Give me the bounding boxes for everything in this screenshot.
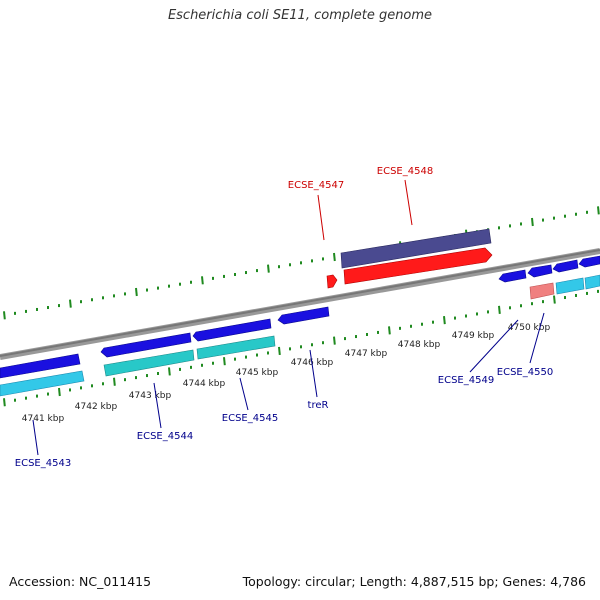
gene-label-ecse-4547[interactable]: ECSE_4547 (288, 180, 344, 191)
gc-dot-upper (69, 299, 72, 308)
gene-label-ecse-4544[interactable]: ECSE_4544 (137, 431, 193, 442)
leader-line-ecse-4543 (32, 419, 39, 456)
gene-ecse-4548-purple (340, 228, 492, 269)
gc-dot-lower (333, 336, 336, 345)
gene-label-ecse-4550[interactable]: ECSE_4550 (497, 367, 553, 378)
topology-info-text: Topology: circular; Length: 4,887,515 bp… (242, 574, 586, 589)
gene-ecse-4547-block[interactable] (326, 274, 338, 289)
gene-extra-cyan-1 (555, 277, 585, 295)
gene-label-ecse-4549[interactable]: ECSE_4549 (438, 375, 494, 386)
tick-label: 4747 kbp (345, 349, 388, 359)
backbone (0, 248, 600, 360)
gene-ecse-4550-pink (529, 282, 555, 300)
gc-dot-upper (531, 217, 534, 227)
leader-line-ecse-4547 (317, 194, 325, 241)
gc-dot-upper (3, 311, 6, 320)
gc-dot-lower (443, 316, 446, 325)
leader-line-ecse-4549 (469, 319, 519, 373)
gc-dot-lower (58, 387, 61, 397)
tick-label: 4749 kbp (452, 331, 495, 341)
gc-dot-upper (333, 252, 336, 262)
gene-ecse-4544-block[interactable] (100, 332, 192, 358)
gene-extra-1 (552, 259, 579, 273)
tick-label: 4745 kbp (236, 368, 279, 378)
gc-dot-lower (113, 377, 116, 386)
gene-ecse-4543-cyan (0, 370, 85, 397)
gene-ecse-4544-cyan (103, 349, 195, 377)
gene-extra-2 (578, 255, 600, 268)
tick-label: 4748 kbp (398, 340, 441, 350)
gc-dot-lower (278, 346, 281, 356)
gc-dot-lower (223, 357, 226, 366)
leader-line-ecse-4550 (529, 312, 545, 364)
tick-label: 4742 kbp (75, 402, 118, 412)
gc-dot-lower (553, 295, 556, 304)
gene-label-ecse-4548[interactable]: ECSE_4548 (377, 166, 433, 177)
backbone-shadow (0, 249, 600, 357)
gene-labels: ECSE_4543 ECSE_4544 ECSE_4545 treR ECSE_4547… (15, 166, 553, 469)
gene-ecse-4545-block[interactable] (192, 318, 272, 342)
gene-features (0, 228, 600, 397)
tick-label: 4750 kbp (508, 323, 551, 333)
gene-ecse-4550-block[interactable] (527, 264, 553, 278)
gene-ecse-4543-block[interactable] (0, 353, 81, 379)
tick-label: 4743 kbp (129, 391, 172, 401)
gene-ecse-4548-red[interactable] (343, 247, 493, 285)
gene-ecse-4549-block[interactable] (498, 269, 527, 283)
gc-dot-lower (388, 326, 391, 335)
accession-text: Accession: NC_011415 (9, 574, 152, 589)
genome-title: Escherichia coli SE11, complete genome (167, 8, 433, 23)
gc-dot-upper (135, 287, 138, 297)
leader-line-ecse-4548 (404, 179, 413, 226)
leader-line-ecse-4544 (153, 382, 162, 429)
gene-label-ecse-4545[interactable]: ECSE_4545 (222, 413, 278, 424)
gc-dot-lower (498, 305, 501, 314)
gc-dot-lower (168, 367, 171, 376)
tick-label: 4741 kbp (22, 414, 65, 424)
gene-label-ecse-4543[interactable]: ECSE_4543 (15, 458, 71, 469)
tick-label: 4744 kbp (183, 379, 226, 389)
gc-dot-upper (597, 206, 600, 215)
gene-ecse-4545-cyan (196, 335, 276, 360)
gc-dot-lower (3, 398, 6, 407)
gc-dot-upper (201, 276, 204, 285)
leader-line-trer (309, 349, 318, 398)
gene-extra-cyan-2 (584, 274, 600, 290)
leader-line-ecse-4545 (239, 377, 249, 411)
gene-tre-r-block[interactable] (277, 306, 330, 325)
gene-label-trer[interactable]: treR (308, 400, 329, 411)
gc-dot-upper (267, 264, 270, 273)
